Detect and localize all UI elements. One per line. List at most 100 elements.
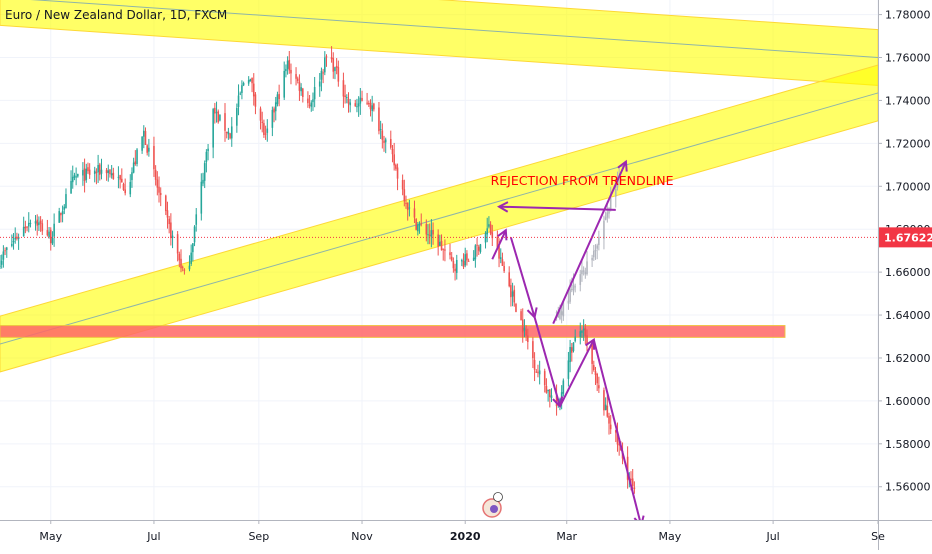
projected-candle: [594, 244, 597, 260]
candle: [393, 142, 395, 171]
candle: [550, 388, 553, 403]
candle: [131, 167, 133, 188]
candle: [527, 328, 529, 350]
candle: [384, 137, 387, 154]
candle: [97, 154, 99, 183]
candle: [569, 339, 571, 373]
candle: [464, 247, 467, 268]
projected-candle: [596, 243, 598, 260]
projected-candle: [591, 254, 593, 267]
support-zone: [0, 325, 786, 338]
candle: [418, 221, 421, 234]
candle: [609, 414, 612, 435]
candle: [190, 244, 192, 266]
candle: [389, 130, 392, 150]
projected-candle: [569, 279, 571, 304]
candle: [499, 248, 502, 264]
trend-arrow: [491, 228, 508, 260]
candle: [455, 254, 458, 280]
candle: [214, 102, 216, 124]
candle: [158, 176, 160, 203]
candle: [567, 351, 570, 387]
candle: [225, 131, 228, 139]
candle: [192, 243, 194, 262]
candle: [511, 282, 514, 307]
candles: [0, 46, 636, 495]
candle: [318, 72, 321, 97]
candle: [168, 215, 170, 234]
annotation-text: REJECTION FROM TRENDLINE: [491, 173, 674, 188]
candle: [545, 378, 548, 394]
candle: [259, 106, 262, 130]
candle: [14, 227, 17, 244]
candle: [367, 100, 370, 107]
projected-candle: [603, 215, 605, 250]
candle: [608, 412, 610, 435]
candle: [594, 366, 597, 385]
candle: [193, 225, 196, 247]
candle: [439, 234, 441, 246]
candle: [344, 84, 346, 104]
candle: [230, 117, 233, 147]
candle: [276, 91, 279, 107]
candle: [239, 91, 242, 96]
candle: [415, 218, 417, 231]
candle: [188, 255, 191, 272]
candle: [395, 163, 397, 171]
candle: [205, 149, 208, 173]
candle: [142, 125, 145, 149]
candle: [432, 222, 434, 245]
candle: [427, 224, 429, 245]
candle: [271, 106, 274, 137]
candle: [466, 250, 468, 266]
candle: [34, 215, 37, 231]
candle: [46, 219, 49, 237]
candle: [417, 221, 419, 236]
candle: [183, 268, 186, 275]
candle: [24, 220, 27, 234]
y-tick-label: 1.76000: [885, 52, 931, 65]
candle: [58, 207, 61, 223]
candle: [266, 119, 269, 142]
candle: [342, 72, 345, 108]
candle: [604, 397, 607, 411]
candle: [462, 253, 465, 270]
candle: [63, 204, 66, 215]
trend-arrow: [496, 201, 616, 213]
candle: [156, 171, 159, 196]
candle: [361, 90, 363, 102]
candle: [533, 352, 536, 382]
last-price-label: 1.67622: [884, 231, 932, 244]
candle: [254, 92, 257, 115]
candle: [27, 212, 30, 233]
candle: [77, 173, 79, 178]
candle: [596, 372, 598, 392]
candle: [65, 188, 67, 209]
candle: [154, 165, 157, 186]
candle: [122, 182, 125, 191]
candle: [53, 213, 55, 247]
y-tick-label: 1.72000: [885, 137, 931, 150]
y-tick-label: 1.70000: [885, 180, 931, 193]
projected-candle: [592, 244, 595, 261]
candle: [547, 389, 549, 402]
candle: [51, 231, 54, 245]
candle: [406, 202, 409, 221]
x-tick-label: Nov: [351, 530, 373, 543]
projected-candle: [584, 267, 587, 279]
candle: [242, 81, 245, 87]
candle: [217, 109, 220, 124]
candle: [574, 329, 576, 343]
candle: [521, 308, 524, 343]
candle: [373, 102, 375, 112]
candle: [472, 250, 475, 262]
candle: [562, 378, 565, 397]
candle: [308, 95, 311, 109]
candle: [581, 329, 583, 338]
candle: [322, 68, 324, 84]
candle: [420, 213, 423, 227]
candle: [538, 360, 541, 385]
candle: [626, 446, 629, 489]
